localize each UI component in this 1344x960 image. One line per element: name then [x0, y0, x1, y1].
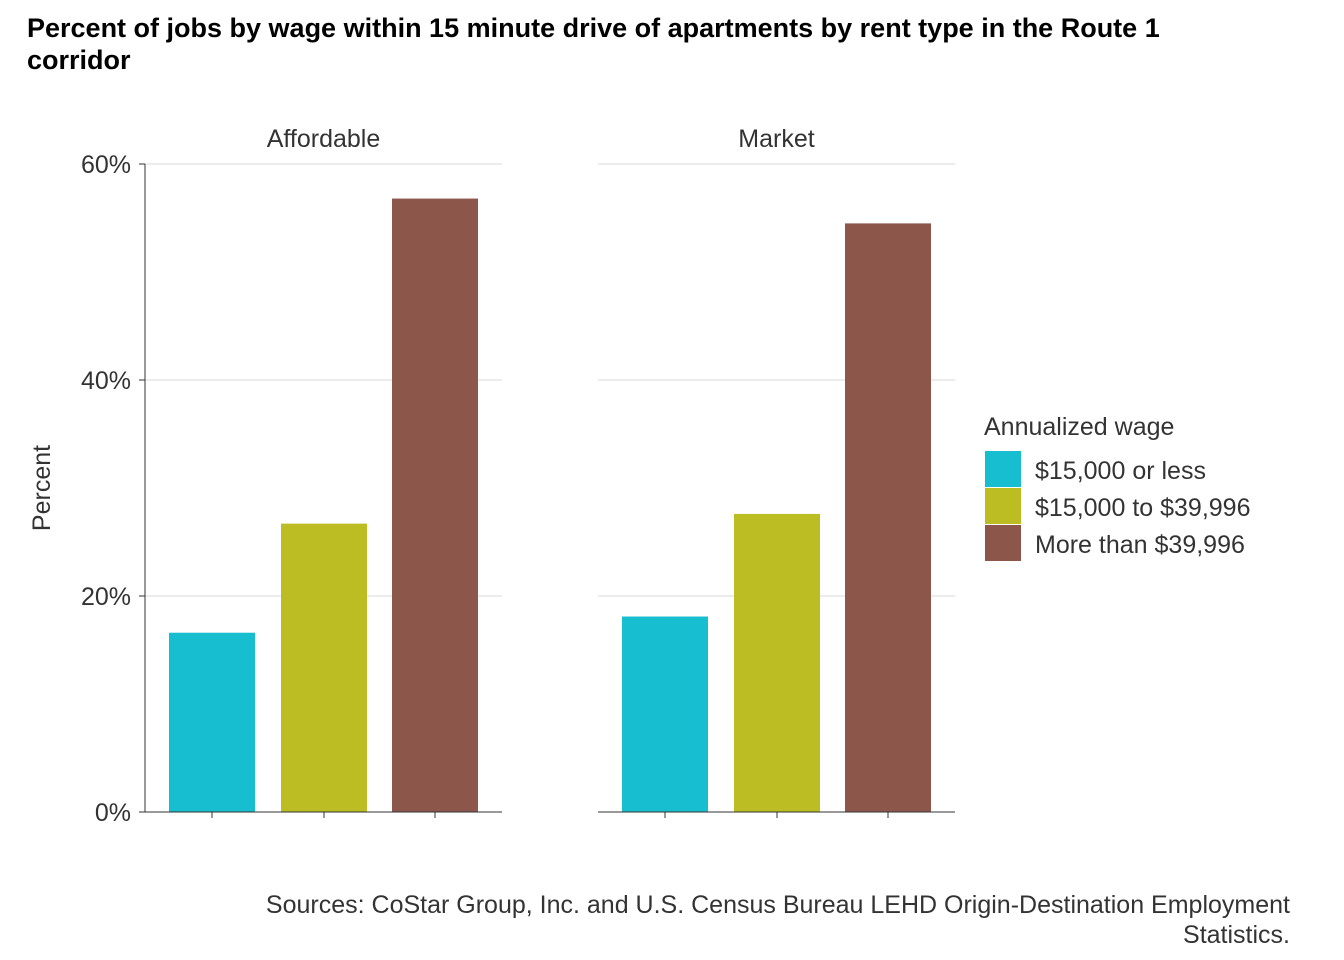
chart-plot: Percent Affordable Market Annualized wage…	[28, 125, 1250, 827]
y-tick-label: 0%	[95, 799, 131, 827]
legend-title: Annualized wage	[984, 413, 1174, 441]
facet-panel-market: Market	[598, 125, 955, 818]
chart-title: Percent of jobs by wage within 15 minute…	[27, 13, 1160, 75]
legend: Annualized wage $15,000 or less $15,000 to…	[984, 413, 1250, 561]
legend-swatch	[985, 488, 1021, 524]
legend-label: $15,000 or less	[1035, 457, 1206, 485]
bar-market-3	[845, 223, 931, 812]
bar-affordable-3	[392, 198, 478, 812]
chart-caption: Sources: CoStar Group, Inc. and U.S. Cen…	[265, 891, 1290, 949]
facet-panel-affordable: Affordable	[145, 125, 502, 818]
legend-label: More than $39,996	[1035, 531, 1245, 559]
bar-affordable-1	[169, 632, 255, 812]
legend-swatch	[985, 451, 1021, 487]
bar-market-1	[622, 616, 708, 812]
bar-affordable-2	[281, 523, 367, 812]
y-tick-label: 60%	[81, 151, 131, 179]
facet-strip-label: Affordable	[267, 125, 381, 153]
y-axis-label: Percent	[28, 445, 56, 531]
legend-swatch	[985, 525, 1021, 561]
facet-strip-label: Market	[738, 125, 814, 153]
facet-panels: Affordable Market	[145, 125, 955, 818]
legend-label: $15,000 to $39,996	[1035, 494, 1250, 522]
y-tick-label: 20%	[81, 583, 131, 611]
bar-market-2	[734, 513, 820, 812]
y-tick-label: 40%	[81, 367, 131, 395]
